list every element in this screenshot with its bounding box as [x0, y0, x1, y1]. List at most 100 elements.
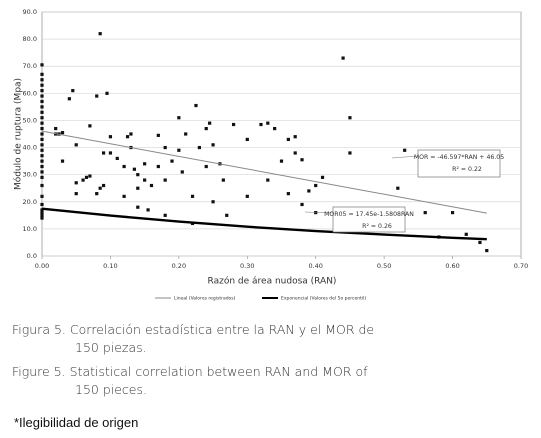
data-point [143, 162, 147, 166]
data-point [122, 194, 126, 198]
caption-line: Figura 5. Correlación estadística entre … [12, 322, 375, 337]
data-point [163, 145, 167, 150]
plot-area [41, 11, 522, 257]
data-point [464, 232, 468, 236]
data-point [95, 94, 99, 98]
data-point [71, 89, 75, 93]
data-point [143, 178, 147, 182]
y-tick-label: 60.0 [23, 89, 37, 97]
data-point [95, 192, 99, 196]
data-point [300, 158, 304, 162]
data-point [88, 124, 92, 128]
data-point [60, 159, 65, 163]
data-point [40, 126, 44, 131]
data-point [180, 170, 184, 174]
x-tick-label: 0.70 [514, 262, 528, 270]
source-note: *Ilegibilidad de origen [14, 415, 139, 430]
data-point [177, 148, 181, 152]
data-point [105, 91, 109, 95]
data-point [307, 189, 311, 193]
data-point [286, 137, 290, 142]
data-point [136, 205, 140, 209]
data-point [101, 183, 106, 188]
leader-line [304, 211, 334, 214]
data-point [197, 145, 201, 150]
y-tick-label: 10.0 [23, 225, 37, 233]
data-point [40, 211, 44, 215]
data-point [40, 202, 44, 207]
data-point [485, 248, 489, 253]
y-tick-label: 80.0 [23, 35, 37, 43]
data-point [98, 32, 102, 36]
caption-line: 150 pieces. [75, 382, 147, 397]
leader-line [391, 155, 419, 159]
data-point [136, 173, 140, 177]
data-point [40, 78, 44, 82]
trend-line [41, 130, 487, 214]
x-tick-label: 0.40 [308, 262, 322, 270]
y-tick-label: 20.0 [23, 198, 37, 206]
data-point [273, 126, 277, 131]
data-point [320, 175, 325, 179]
x-tick-label: 0.50 [377, 262, 391, 270]
data-point [204, 126, 208, 131]
data-point [40, 208, 44, 212]
data-point [423, 211, 427, 215]
x-tick-label: 0.60 [445, 262, 459, 270]
data-point [225, 213, 229, 217]
data-point [211, 143, 215, 147]
data-point [478, 240, 482, 245]
data-point [348, 116, 352, 120]
y-tick-label: 90.0 [23, 8, 37, 16]
data-point [245, 194, 249, 198]
data-point [286, 192, 290, 196]
legend-label: Lineal (Valores registrados) [174, 296, 236, 302]
data-point [450, 211, 455, 215]
data-point [177, 116, 181, 120]
data-point [184, 132, 188, 136]
data-point [40, 170, 44, 174]
y-tick-label: 40.0 [23, 144, 37, 152]
data-point [40, 110, 44, 114]
data-point [40, 213, 44, 217]
data-point [190, 194, 195, 198]
x-tick-label: 0.10 [103, 262, 117, 270]
data-point [40, 94, 44, 98]
data-point [279, 159, 284, 163]
data-point [341, 56, 345, 60]
data-point [40, 72, 44, 76]
data-point [170, 159, 174, 163]
data-point [40, 175, 44, 179]
y-axis-label: Módulo de ruptura (Mpa) [13, 78, 24, 190]
data-point [259, 122, 263, 127]
legend-label: Exponencial (Valores del 5o percentil) [281, 296, 366, 302]
data-point [40, 154, 44, 158]
data-point [60, 131, 65, 135]
data-point [125, 135, 130, 139]
caption-line: 150 piezas. [75, 340, 147, 355]
data-point [348, 151, 352, 155]
data-point [40, 216, 44, 220]
x-axis-label: Razón de área nudosa (RAN) [208, 276, 337, 287]
data-point [163, 213, 167, 217]
data-point [74, 192, 78, 196]
data-point [40, 164, 44, 169]
data-point [84, 175, 89, 179]
data-point [40, 148, 44, 152]
data-point [40, 116, 44, 120]
data-point [40, 143, 44, 147]
chart: Módulo de ruptura (Mpa) Razón de área nu… [13, 8, 529, 302]
data-point [40, 137, 44, 142]
data-point [194, 103, 198, 108]
data-point [208, 121, 212, 125]
y-tick-label: 30.0 [23, 171, 37, 179]
data-point [266, 121, 270, 125]
data-point [293, 151, 297, 155]
data-point [40, 89, 44, 93]
data-point [67, 97, 71, 101]
data-point [136, 186, 140, 190]
data-point [40, 132, 44, 136]
data-point [232, 122, 236, 127]
data-point [40, 83, 44, 87]
data-point [163, 178, 167, 182]
